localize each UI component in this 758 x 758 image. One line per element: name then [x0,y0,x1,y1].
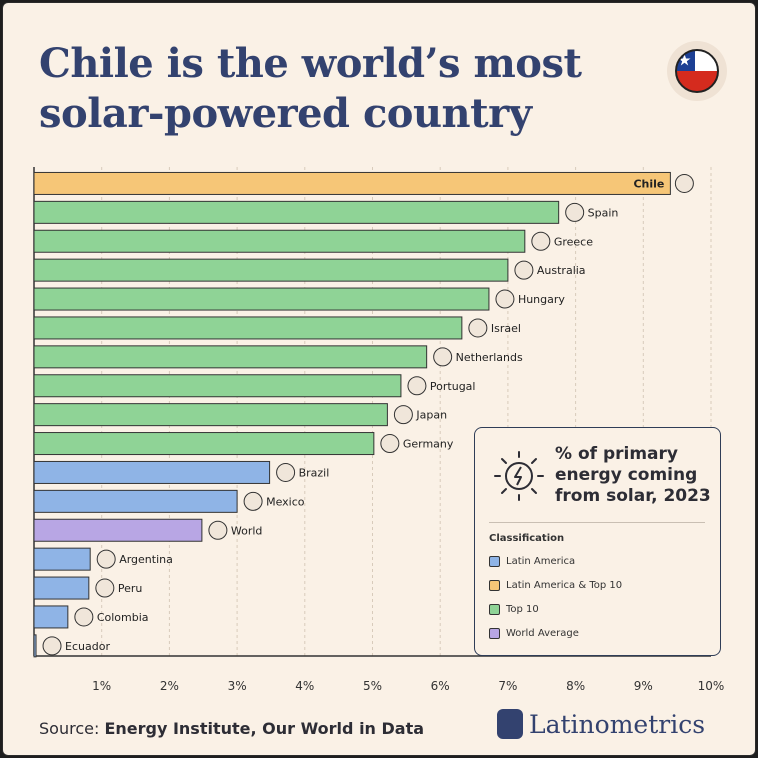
country-flag-icon [42,636,62,656]
x-tick-label: 8% [566,679,585,693]
bar-australia [33,258,509,282]
bar-world [33,518,203,542]
legend-swatch [489,555,500,567]
bar-label: Netherlands [456,351,523,364]
bar-label: Mexico [266,495,305,508]
bar-label: Peru [118,582,143,595]
source-note: Source: Energy Institute, Our World in D… [39,719,424,738]
country-flag-icon [276,462,296,482]
bar-colombia [33,605,69,629]
brand-logo: Latinometrics [497,709,705,739]
legend-item-world-average: World Average [489,626,579,640]
bar-spain [33,200,560,224]
bar-mexico [33,489,238,513]
legend-divider [489,522,705,523]
bar-label: Germany [403,438,454,451]
bar-label: Hungary [518,293,565,306]
country-flag-icon [407,376,427,396]
legend-swatch [489,627,500,639]
bar-label: Brazil [299,466,330,479]
bar-chart: 1% 2% 3% 4% 5% 6% 7% 8% 9% 10% Chile Spain Greece Aus… [33,167,725,693]
legend-label: Latin America [506,555,576,567]
chile-flag-icon [675,49,719,93]
country-flag-icon [95,578,115,598]
country-flag-icon [393,405,413,425]
country-flag-icon [208,520,228,540]
legend-subheading: Classification [489,533,565,544]
solar-energy-icon [494,451,544,501]
x-tick-label: 3% [228,679,247,693]
x-tick-label: 7% [498,679,517,693]
legend-swatch [489,603,500,615]
bar-label: Australia [537,264,586,277]
legend-label: World Average [506,627,579,639]
bar-label: Ecuador [65,640,110,653]
bar-label: Greece [554,235,593,248]
country-flag-icon [495,289,515,309]
country-flag-icon [674,173,694,193]
x-tick-label: 9% [634,679,653,693]
legend-item-latin-america-top10: Latin America & Top 10 [489,578,622,592]
country-flag-icon [531,231,551,251]
bar-greece [33,229,526,253]
legend-swatch [489,579,500,591]
source-prefix: Source: [39,719,105,738]
x-tick-label: 5% [363,679,382,693]
page-title: Chile is the world’s most solar-powered … [39,40,582,137]
bar-label: Spain [588,206,619,219]
bar-chile [33,171,671,195]
bar-label: Chile [633,177,664,190]
bar-label: Japan [415,409,447,422]
legend-box: % of primary energy coming from solar, 2… [474,427,721,656]
x-tick-label: 2% [160,679,179,693]
chile-flag-badge [667,41,727,101]
legend-item-latin-america: Latin America [489,554,575,568]
bar-ecuador [33,634,37,658]
legend-item-top10: Top 10 [489,602,539,616]
bar-label: Israel [491,322,521,335]
bar-label: Argentina [119,553,173,566]
bar-label: Colombia [97,611,149,624]
country-flag-icon [380,434,400,454]
bar-hungary [33,287,490,311]
brand-name: Latinometrics [529,709,706,739]
bar-brazil [33,460,271,484]
bar-israel [33,316,463,340]
country-flag-icon [514,260,534,280]
bar-netherlands [33,345,428,369]
country-flag-icon [96,549,116,569]
x-tick-label: 1% [92,679,111,693]
country-flag-icon [468,318,488,338]
source-text: Energy Institute, Our World in Data [104,719,425,738]
x-tick-label: 6% [431,679,450,693]
country-flag-icon [433,347,453,367]
bar-label: World [231,524,263,537]
x-tick-label: 4% [295,679,314,693]
country-flag-icon [565,202,585,222]
country-flag-icon [74,607,94,627]
legend-heading: % of primary energy coming from solar, 2… [555,444,711,506]
country-flag-icon [243,491,263,511]
brand-map-icon [497,709,523,739]
legend-label: Top 10 [506,603,539,615]
bar-label: Portugal [430,380,476,393]
bar-peru [33,576,90,600]
bar-japan [33,403,388,427]
bar-portugal [33,374,402,398]
x-tick-label: 10% [698,679,725,693]
bar-germany [33,432,375,456]
bar-argentina [33,547,91,571]
legend-label: Latin America & Top 10 [506,579,623,591]
